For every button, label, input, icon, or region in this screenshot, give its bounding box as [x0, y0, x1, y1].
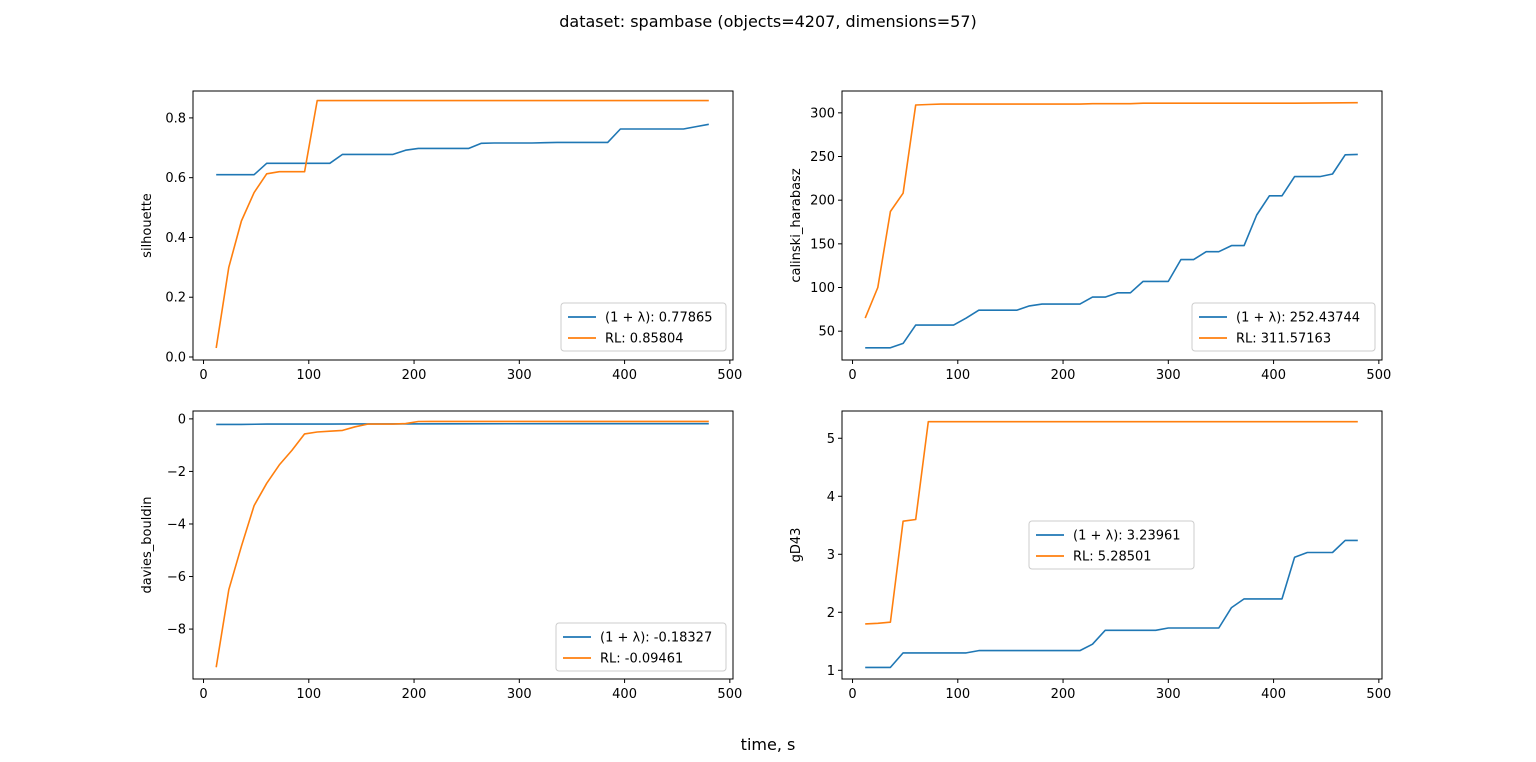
- silhouette-legend-entry: RL: 0.85804: [605, 332, 684, 347]
- calinski-harabasz-series-line-rl: [864, 101, 1358, 319]
- gd43-y-tick-label: 2: [827, 606, 835, 621]
- silhouette-x-tick-label: 500: [717, 368, 742, 383]
- davies-bouldin-x-tick-label: 100: [296, 687, 321, 702]
- calinski-harabasz-y-tick-label: 50: [818, 325, 835, 340]
- davies-bouldin-y-tick-label: 0: [178, 412, 186, 427]
- figure-x-axis-label: time, s: [740, 735, 796, 754]
- davies-bouldin-legend: (1 + λ): -0.18327 RL: -0.09461: [555, 622, 727, 672]
- gd43-series-line-rl: [865, 420, 1358, 625]
- gd43-x-tick-label: 400: [1261, 687, 1286, 702]
- silhouette-legend-entry: (1 + λ): 0.77865: [605, 311, 713, 326]
- gd43-legend: (1 + λ): 3.23961 RL: 5.28501: [1028, 520, 1195, 570]
- silhouette-series-line-rl: [215, 99, 709, 349]
- silhouette-axes-frame: [192, 90, 734, 361]
- calinski-harabasz-x-tick-label: 0: [848, 368, 856, 383]
- chart-panel-silhouette: 0 100 200 300 400 500 0.0 0.2 0.4 0.6 0.8 silhouett…: [140, 90, 742, 383]
- silhouette-y-tick-label: 0.2: [165, 291, 186, 306]
- calinski-harabasz-x-tick-label: 200: [1051, 368, 1076, 383]
- silhouette-y-tick-label: 0.6: [165, 171, 186, 186]
- calinski-harabasz-legend-entry: (1 + λ): 252.43744: [1236, 311, 1360, 326]
- calinski-harabasz-legend-entry: RL: 311.57163: [1236, 332, 1331, 347]
- gd43-y-axis-label: gD43: [789, 528, 804, 563]
- gd43-series-line-one-plus-lambda: [865, 539, 1358, 669]
- davies-bouldin-legend-entry: (1 + λ): -0.18327: [600, 631, 712, 646]
- gd43-legend-box: [1028, 520, 1195, 570]
- gd43-x-tick-label: 500: [1366, 687, 1391, 702]
- calinski-harabasz-y-tick-label: 250: [810, 150, 835, 165]
- calinski-harabasz-axes-frame: [841, 90, 1383, 361]
- silhouette-x-tick-label: 400: [612, 368, 637, 383]
- gd43-x-tick-label: 300: [1156, 687, 1181, 702]
- gd43-x-tick-label: 100: [945, 687, 970, 702]
- silhouette-x-tick-label: 300: [507, 368, 532, 383]
- gd43-x-tick-label: 0: [848, 687, 856, 702]
- davies-bouldin-y-tick-label: −2: [167, 465, 186, 480]
- gd43-legend-entry: RL: 5.28501: [1073, 550, 1152, 565]
- calinski-harabasz-y-tick-label: 200: [810, 194, 835, 209]
- davies-bouldin-y-axis-label: davies_bouldin: [140, 497, 155, 594]
- calinski-harabasz-x-tick-label: 400: [1261, 368, 1286, 383]
- gd43-y-tick-label: 5: [827, 432, 835, 447]
- silhouette-x-tick-label: 0: [199, 368, 207, 383]
- calinski-harabasz-y-axis-label: calinski_harabasz: [789, 168, 804, 282]
- silhouette-y-tick-label: 0.4: [165, 231, 186, 246]
- calinski-harabasz-legend-box: [1191, 302, 1376, 352]
- gd43-y-tick-label: 3: [827, 548, 835, 563]
- silhouette-y-tick-label: 0.8: [165, 111, 186, 126]
- gd43-y-tick-label: 4: [827, 490, 835, 505]
- davies-bouldin-x-tick-label: 200: [402, 687, 427, 702]
- silhouette-y-axis-label: silhouette: [140, 193, 155, 258]
- davies-bouldin-axes-frame: [192, 410, 734, 680]
- calinski-harabasz-x-tick-label: 500: [1366, 368, 1391, 383]
- chart-panel-calinski-harabasz: 0 100 200 300 400 500 50 100 150 200 250 300 calinsk…: [789, 90, 1391, 383]
- calinski-harabasz-x-tick-label: 300: [1156, 368, 1181, 383]
- gd43-axes-frame: [841, 410, 1383, 680]
- chart-panel-davies-bouldin: 0 100 200 300 400 500 −8 −6 −4 −2 0 davies_bouldin (…: [140, 410, 742, 702]
- calinski-harabasz-series-line-one-plus-lambda: [865, 153, 1358, 349]
- silhouette-legend: (1 + λ): 0.77865 RL: 0.85804: [560, 302, 727, 352]
- davies-bouldin-y-tick-label: −4: [167, 517, 186, 532]
- figure-title: dataset: spambase (objects=4207, dimensi…: [559, 12, 977, 31]
- silhouette-x-tick-label: 100: [296, 368, 321, 383]
- calinski-harabasz-y-tick-label: 100: [810, 281, 835, 296]
- silhouette-y-tick-label: 0.0: [165, 351, 186, 366]
- chart-panel-gd43: 0 100 200 300 400 500 1 2 3 4 5 gD43 (1 + λ): 3.2396…: [789, 410, 1391, 702]
- calinski-harabasz-y-tick-label: 150: [810, 237, 835, 252]
- davies-bouldin-series-line-rl: [215, 420, 709, 668]
- gd43-legend-entry: (1 + λ): 3.23961: [1073, 529, 1181, 544]
- calinski-harabasz-y-tick-label: 300: [810, 106, 835, 121]
- silhouette-x-tick-label: 200: [402, 368, 427, 383]
- davies-bouldin-x-tick-label: 500: [717, 687, 742, 702]
- davies-bouldin-x-tick-label: 400: [612, 687, 637, 702]
- silhouette-legend-box: [560, 302, 727, 352]
- calinski-harabasz-x-tick-label: 100: [945, 368, 970, 383]
- silhouette-series-line-one-plus-lambda: [216, 123, 709, 176]
- davies-bouldin-y-tick-label: −8: [167, 623, 186, 638]
- gd43-y-tick-label: 1: [827, 664, 835, 679]
- davies-bouldin-x-tick-label: 300: [507, 687, 532, 702]
- davies-bouldin-series-line-one-plus-lambda: [216, 422, 709, 426]
- calinski-harabasz-legend: (1 + λ): 252.43744 RL: 311.57163: [1191, 302, 1376, 352]
- davies-bouldin-legend-box: [555, 622, 727, 672]
- davies-bouldin-legend-entry: RL: -0.09461: [600, 652, 683, 667]
- gd43-x-tick-label: 200: [1051, 687, 1076, 702]
- davies-bouldin-x-tick-label: 0: [199, 687, 207, 702]
- davies-bouldin-y-tick-label: −6: [167, 570, 186, 585]
